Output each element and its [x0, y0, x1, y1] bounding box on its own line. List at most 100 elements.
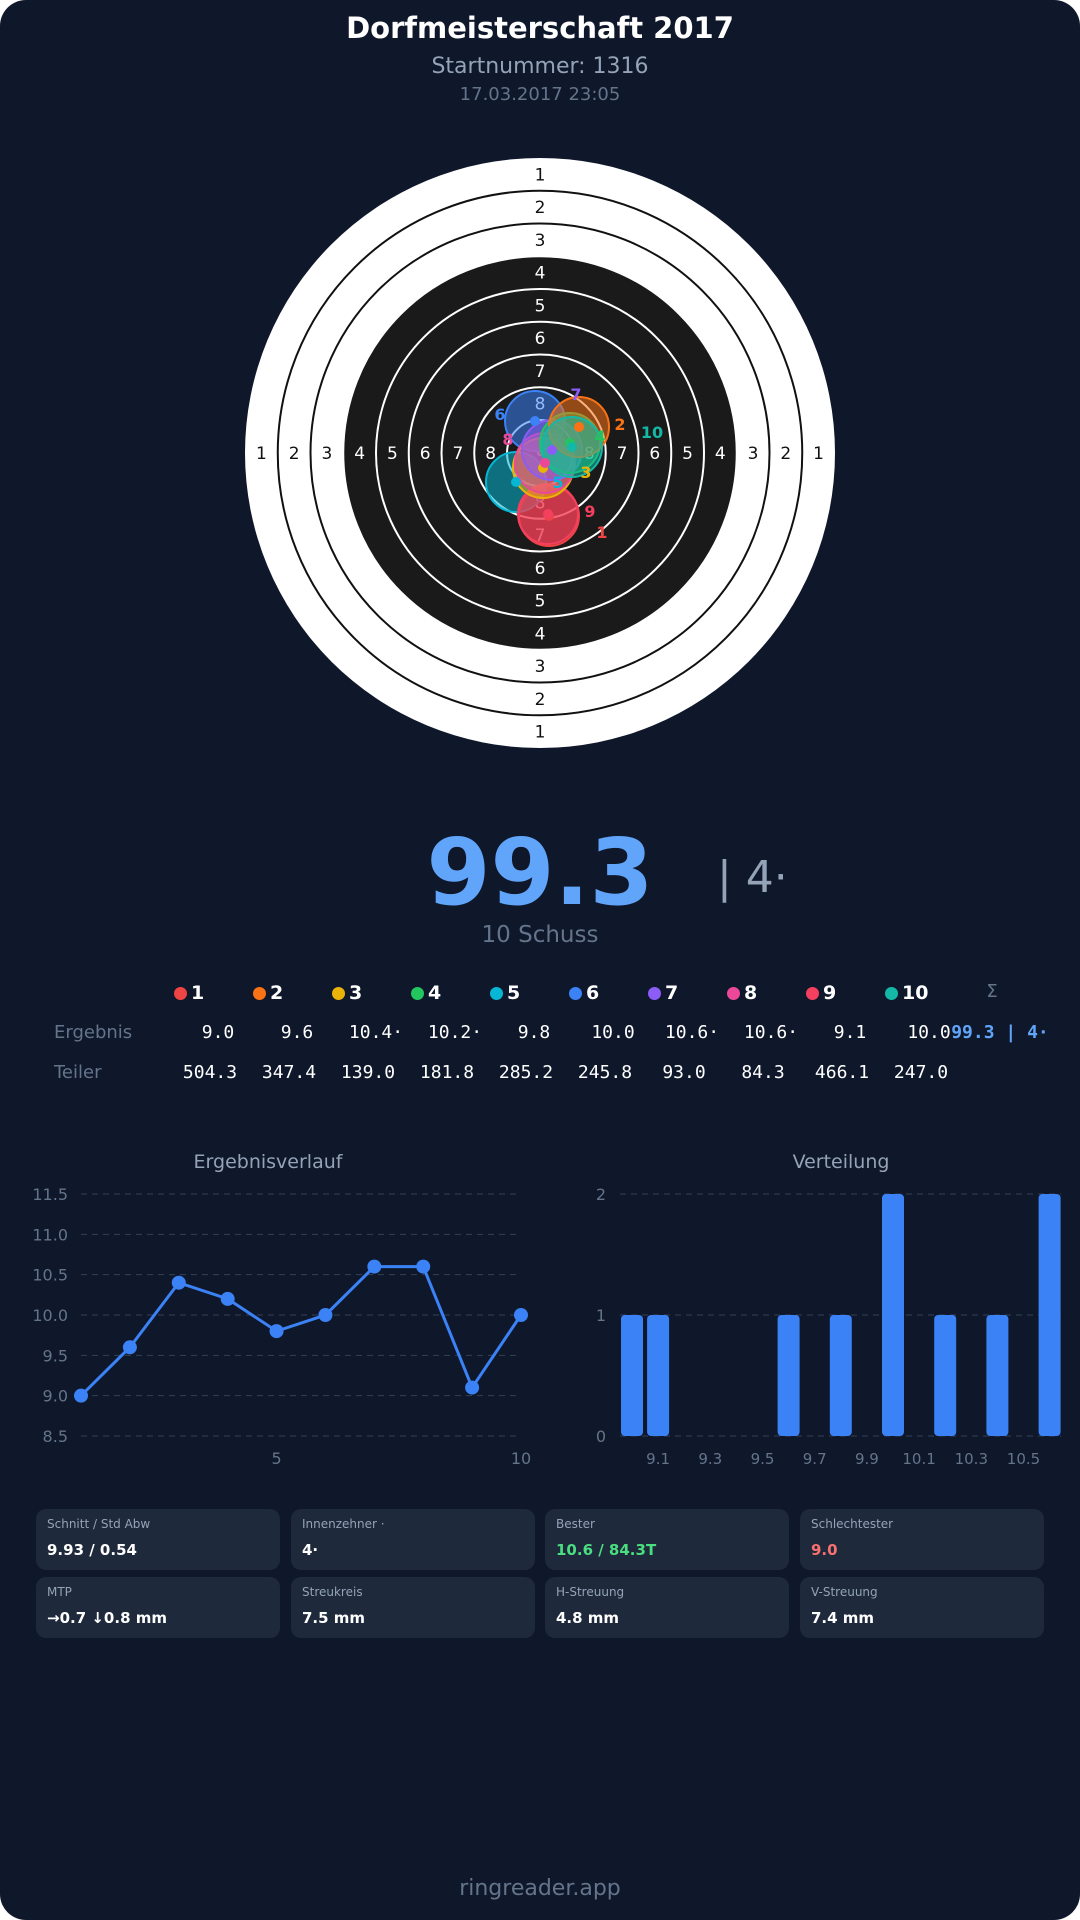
line-point[interactable] [220, 1291, 235, 1306]
charts: 8.5 9.0 9.5 10.0 10.5 11.0 11.5 5 10 0 1 2 9.1 9.3 9.5… [32, 1185, 1061, 1468]
stat-value: 9.93 / 0.54 [47, 1541, 137, 1559]
bar-10.6[interactable] [1038, 1194, 1061, 1436]
ring-label: 3 [535, 231, 546, 251]
x-tick-label: 10.3 [955, 1450, 988, 1468]
stat-value: 7.5 mm [302, 1609, 366, 1627]
bar-10.4[interactable] [986, 1315, 1009, 1436]
shot-6-center [530, 416, 540, 426]
line-point[interactable] [74, 1388, 88, 1403]
line-point[interactable] [514, 1308, 528, 1322]
bar-10.0[interactable] [882, 1194, 904, 1436]
ring-label: 3 [535, 657, 546, 677]
timestamp: 17.03.2017 23:05 [459, 84, 621, 105]
legend-shot-3: 3 [332, 981, 362, 1005]
ring-label: 6 [535, 329, 546, 349]
bar-9.0[interactable] [621, 1315, 643, 1436]
sum-header: Σ [986, 981, 998, 1002]
ring-label: 6 [649, 444, 660, 464]
y-tick-label: 2 [596, 1185, 606, 1204]
shot-7-label: 7 [570, 385, 581, 404]
line-point[interactable] [122, 1340, 137, 1355]
ring-label: 5 [387, 444, 398, 464]
shooting-target: 1111222233334444555566667777888812345678… [245, 158, 835, 748]
legend-shot-8: 8 [727, 981, 757, 1005]
result-cell: 9.0 [201, 1022, 235, 1043]
stat-value: →0.7 ↓0.8 mm [47, 1609, 167, 1627]
shot-10-label: 10 [641, 423, 663, 442]
shot-4-label: 4 [594, 427, 605, 446]
bar-10.2[interactable] [934, 1315, 957, 1436]
x-tick-label: 10.5 [1007, 1450, 1040, 1468]
divider-cell: 347.4 [261, 1062, 317, 1083]
legend-number: 10 [902, 982, 929, 1004]
ring-label: 2 [535, 690, 546, 710]
x-tick-label: 9.3 [698, 1450, 722, 1468]
divider-cell: 504.3 [182, 1062, 238, 1083]
ring-label: 3 [321, 444, 332, 464]
line-point[interactable] [465, 1380, 480, 1395]
ring-label: 1 [813, 444, 824, 464]
stat-label: MTP [47, 1585, 72, 1599]
ring-label: 7 [535, 362, 546, 382]
x-tick-label: 9.5 [751, 1450, 775, 1468]
divider-cell: 247.0 [893, 1062, 949, 1083]
y-tick-label: 1 [596, 1306, 606, 1325]
bar-9.6[interactable] [777, 1315, 800, 1436]
stat-label: Streukreis [302, 1585, 363, 1599]
shot-6-label: 6 [494, 405, 505, 424]
bar-9.1[interactable] [647, 1315, 670, 1436]
legend-shot-7: 7 [648, 981, 678, 1005]
result-cell: 10.0 [591, 1022, 635, 1043]
line-point[interactable] [269, 1324, 284, 1339]
shot-color-dot [806, 986, 819, 1000]
stat-value: 4.8 mm [556, 1609, 620, 1627]
divider-cell: 245.8 [577, 1062, 633, 1083]
divider-cell: 466.1 [814, 1062, 870, 1083]
line-point[interactable] [416, 1259, 431, 1274]
bar-9.8[interactable] [829, 1315, 852, 1436]
legend-shot-2: 2 [253, 981, 283, 1005]
inner-tens-count: | 4· [717, 852, 788, 903]
y-tick-label: 10.0 [32, 1306, 68, 1325]
divider-cell: 181.8 [419, 1062, 475, 1083]
shot-7-center [547, 445, 557, 455]
result-cell: 10.2· [427, 1022, 483, 1043]
stat-label: Innenzehner · [302, 1517, 385, 1531]
footer-brand: ringreader.app [459, 1876, 621, 1901]
y-tick-label: 11.5 [32, 1185, 68, 1204]
result-line [79, 1265, 523, 1397]
ring-label: 5 [682, 444, 693, 464]
line-point[interactable] [318, 1308, 333, 1322]
line-point[interactable] [367, 1259, 382, 1274]
shot-color-dot [727, 986, 740, 1000]
divider-cell: 93.0 [662, 1062, 706, 1083]
ring-label: 4 [715, 444, 726, 464]
legend-shot-5: 5 [490, 981, 520, 1005]
shot-1-label: 1 [596, 523, 607, 542]
ring-label: 6 [420, 444, 431, 464]
divider-cell: 84.3 [741, 1062, 785, 1083]
stat-label: H-Streuung [556, 1585, 625, 1599]
shot-color-dot [490, 986, 503, 1000]
y-tick-label: 9.5 [43, 1346, 68, 1365]
result-cell: 10.6· [664, 1022, 720, 1043]
x-tick-label: 9.9 [855, 1450, 879, 1468]
legend-shot-6: 6 [569, 981, 599, 1005]
stat-value: 10.6 / 84.3T [556, 1541, 657, 1559]
line-point[interactable] [171, 1275, 186, 1290]
ring-label: 3 [748, 444, 759, 464]
legend-number: 2 [270, 982, 284, 1004]
ring-label: 4 [535, 264, 546, 284]
ring-label: 1 [535, 723, 546, 743]
ring-label: 7 [452, 444, 463, 464]
shot-8-label: 8 [502, 430, 513, 449]
shot-9-center [543, 509, 553, 519]
result-sum-cell: 99.3 | 4· [951, 1022, 1049, 1043]
divider-cell: 139.0 [340, 1062, 396, 1083]
x-tick-label: 10.1 [902, 1450, 935, 1468]
total-score: 99.3 | 4· [0, 827, 1080, 919]
ring-label: 5 [535, 592, 546, 612]
ring-label: 1 [535, 165, 546, 185]
shot-2-label: 2 [614, 415, 625, 434]
